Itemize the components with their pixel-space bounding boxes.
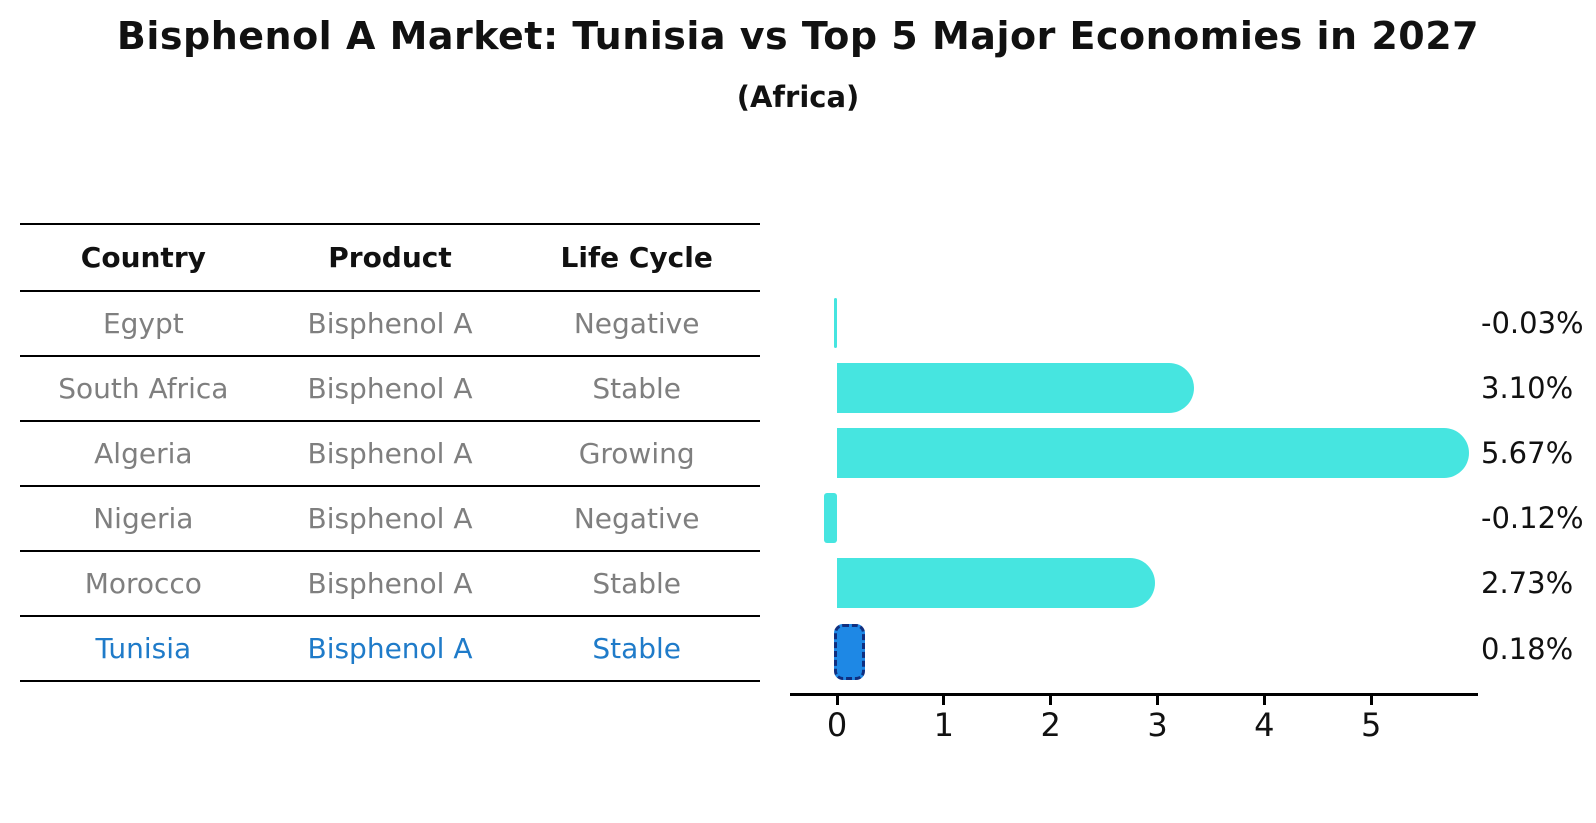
- country-cell: South Africa: [58, 372, 229, 405]
- table-header-life-cycle: Life Cycle: [560, 241, 713, 274]
- table-header-row: Country Product Life Cycle: [20, 225, 760, 292]
- bar-tunisia: [834, 623, 866, 680]
- x-tick-label-3: 3: [1147, 706, 1168, 744]
- table-row-egypt: Egypt Bisphenol A Negative: [20, 292, 760, 357]
- bar-nigeria: [824, 493, 837, 544]
- table-row-south-africa: South Africa Bisphenol A Stable: [20, 357, 760, 422]
- country-cell: Tunisia: [95, 632, 192, 665]
- life-cycle-cell: Negative: [573, 307, 700, 340]
- x-tick-mark-2: [1049, 696, 1053, 705]
- product-cell: Bisphenol A: [307, 372, 473, 405]
- x-tick-mark-0: [835, 696, 839, 705]
- life-cycle-cell: Growing: [578, 437, 695, 470]
- product-cell: Bisphenol A: [307, 567, 473, 600]
- x-tick-label-0: 0: [826, 706, 848, 744]
- value-label-algeria: 5.67%: [1481, 435, 1574, 470]
- table-header-country: Country: [80, 241, 206, 274]
- value-label-tunisia: 0.18%: [1481, 631, 1574, 666]
- country-cell: Morocco: [84, 567, 202, 600]
- life-cycle-cell: Stable: [592, 372, 682, 405]
- life-cycle-cell: Negative: [573, 502, 700, 535]
- product-cell: Bisphenol A: [307, 437, 473, 470]
- table-row-nigeria: Nigeria Bisphenol A Negative: [20, 487, 760, 552]
- life-cycle-cell: Stable: [592, 632, 682, 665]
- country-comparison-table: Country Product Life Cycle Egypt Bisphenol …: [20, 223, 760, 682]
- x-tick-mark-4: [1262, 696, 1266, 705]
- x-tick-mark-5: [1369, 696, 1373, 705]
- country-cell: Egypt: [102, 307, 184, 340]
- x-tick-label-2: 2: [1040, 706, 1061, 744]
- table-row-tunisia: Tunisia Bisphenol A Stable: [20, 617, 760, 682]
- table-header-product: Product: [328, 241, 452, 274]
- bar-morocco: [837, 558, 1155, 609]
- x-tick-mark-1: [942, 696, 946, 705]
- bar-algeria: [837, 427, 1469, 478]
- value-label-egypt: -0.03%: [1481, 305, 1584, 340]
- chart-title: Bisphenol A Market: Tunisia vs Top 5 Maj…: [116, 14, 1480, 58]
- chart-subtitle: (Africa): [736, 80, 860, 114]
- product-cell: Bisphenol A: [307, 632, 473, 665]
- value-label-south-africa: 3.10%: [1481, 370, 1574, 405]
- product-cell: Bisphenol A: [307, 307, 473, 340]
- bar-south-africa: [837, 362, 1195, 413]
- table-row-morocco: Morocco Bisphenol A Stable: [20, 552, 760, 617]
- x-tick-label-4: 4: [1254, 706, 1275, 744]
- x-tick-label-1: 1: [933, 706, 954, 744]
- value-label-morocco: 2.73%: [1481, 566, 1574, 601]
- country-cell: Nigeria: [93, 502, 194, 535]
- x-tick-label-5: 5: [1360, 706, 1382, 744]
- x-axis-line: [790, 693, 1478, 696]
- life-cycle-cell: Stable: [592, 567, 682, 600]
- value-label-nigeria: -0.12%: [1481, 501, 1584, 536]
- table-body: Egypt Bisphenol A Negative South Africa Bisp…: [20, 292, 760, 682]
- table-row-algeria: Algeria Bisphenol A Growing: [20, 422, 760, 487]
- product-cell: Bisphenol A: [307, 502, 473, 535]
- bar-egypt: [833, 297, 837, 348]
- country-cell: Algeria: [94, 437, 193, 470]
- x-tick-mark-3: [1156, 696, 1159, 705]
